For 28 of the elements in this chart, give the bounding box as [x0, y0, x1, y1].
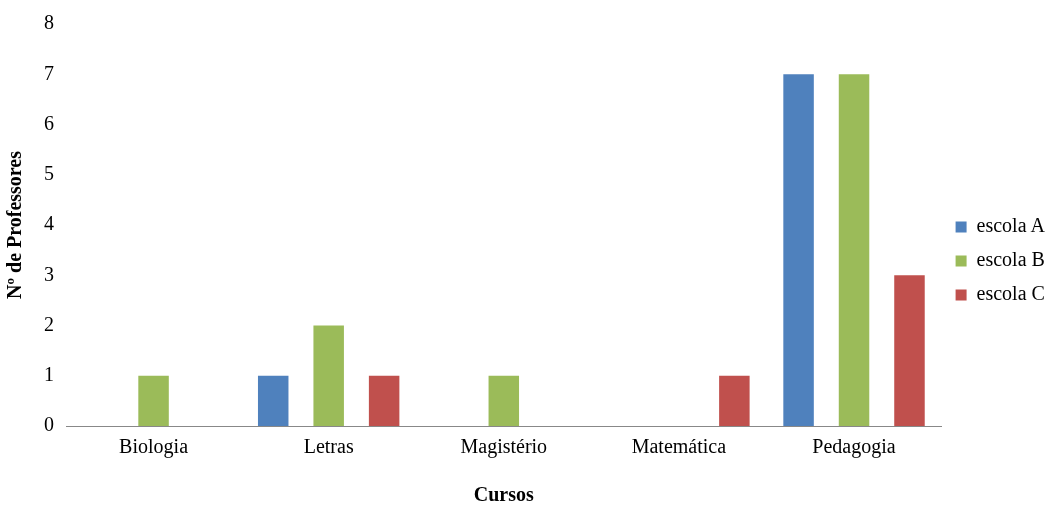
bar	[783, 74, 814, 426]
x-tick-label: Pedagogia	[812, 435, 896, 459]
bar	[719, 375, 750, 426]
y-tick-label: 5	[44, 162, 54, 184]
x-tick-label: Magistério	[460, 435, 548, 459]
y-tick-label: 8	[44, 11, 54, 34]
y-tick-label: 2	[44, 312, 54, 335]
bar	[838, 74, 870, 426]
y-tick-label: 6	[44, 111, 54, 134]
legend-label: escola B	[976, 248, 1045, 271]
legend-label: escola A	[976, 214, 1046, 237]
y-axis-title: Nº de Professores	[3, 150, 26, 300]
y-tick-label: 4	[44, 212, 54, 235]
x-tick-label: Letras	[303, 435, 354, 458]
y-tick-label: 7	[44, 61, 54, 84]
bar	[138, 375, 169, 426]
x-tick-label: Biologia	[119, 435, 189, 459]
bar	[257, 375, 289, 426]
legend-label: escola C	[976, 282, 1045, 305]
y-tick-label: 1	[44, 363, 54, 385]
x-axis-title: Cursos	[473, 483, 535, 506]
bar	[313, 325, 344, 426]
bar	[368, 375, 400, 426]
y-tick-label: 3	[44, 262, 54, 285]
bar	[894, 275, 925, 426]
x-tick-label: Matemática	[631, 435, 727, 458]
y-tick-label: 0	[44, 413, 54, 436]
bar	[488, 375, 520, 426]
